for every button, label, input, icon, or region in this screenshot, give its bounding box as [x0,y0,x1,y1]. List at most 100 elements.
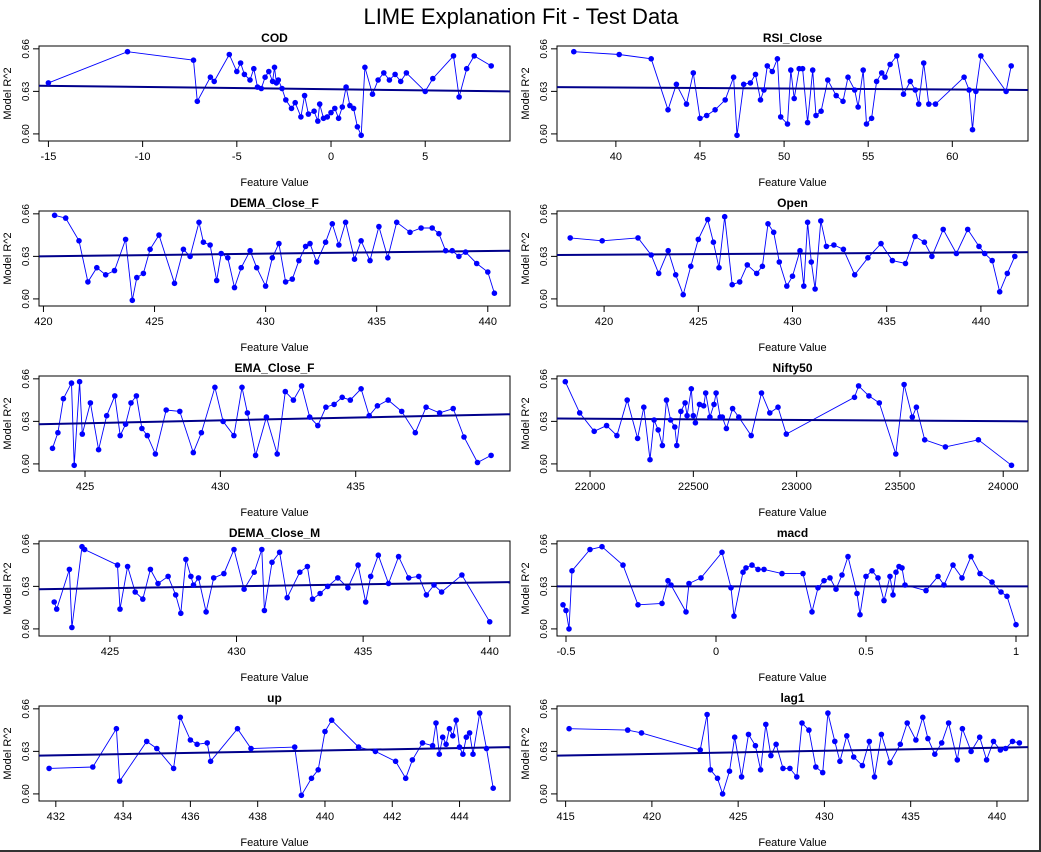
data-point [804,119,811,126]
data-point [339,394,346,401]
data-point [764,63,771,69]
data-point [765,221,771,227]
data-point [713,390,719,396]
data-point [351,256,358,263]
y-tick-label: 0.66 [539,534,550,554]
y-tick-label: 0.63 [21,246,32,266]
data-point [226,51,233,58]
data-point [258,85,265,92]
data-point [207,74,214,80]
data-point [599,543,605,550]
data-point [840,246,847,253]
y-tick-label: 0.60 [539,289,550,309]
data-point [156,232,162,238]
data-point [913,737,919,743]
x-tick-label: 430 [815,811,833,823]
panel-title: Nifty50 [772,361,812,375]
data-point [237,60,244,66]
x-tick-label: 50 [778,151,790,163]
panel-title: Open [777,196,808,210]
y-tick-label: 0.63 [21,741,32,761]
data-point [462,249,469,255]
data-point [386,77,393,83]
x-tick-label: 24000 [988,481,1019,493]
y-axis-label: Model R^2 [520,397,532,449]
data-point [234,68,240,75]
data-point [894,53,900,59]
data-point [698,575,704,581]
x-axis-label: Feature Value [240,342,308,354]
data-point [347,397,354,403]
data-point [124,48,131,55]
data-point [79,431,86,437]
panel-7: DEMA_Close_M 425 430 435 440 0.60 0.63 0.66 Feat… [2,526,511,684]
data-point [976,734,983,740]
fit-line [556,417,1029,423]
data-point [342,219,349,226]
data-point [683,609,689,615]
data-point [736,414,742,420]
data-point [307,240,313,247]
data-point [1008,462,1015,469]
data-point [124,563,131,570]
data-point [316,101,323,107]
data-point [776,259,783,265]
data-point [366,412,373,419]
data-point [234,725,241,732]
data-point [69,624,75,631]
data-point [893,451,899,457]
data-point [863,573,869,580]
data-point [977,570,983,577]
data-point [964,226,971,233]
data-point [736,279,743,285]
data-point [869,568,875,574]
data-point [744,262,751,268]
data-point [282,279,289,285]
data-point [247,77,253,83]
data-point [860,67,866,73]
data-point [483,745,490,752]
data-point [132,589,138,595]
data-point [111,267,118,274]
data-point [866,393,872,399]
data-point [218,250,224,257]
data-point [887,61,893,68]
x-tick-label: 442 [383,811,401,823]
data-point [959,725,966,732]
data-point [566,725,572,732]
data-point [635,602,641,608]
data-point [332,105,338,112]
data-point [204,740,210,746]
data-point [981,250,988,257]
data-point [279,85,285,92]
data-point [932,751,938,757]
data-point [855,104,861,110]
data-point [450,53,457,59]
data-point [932,101,939,107]
data-point [251,569,257,575]
data-point [355,562,361,568]
data-point [114,562,121,568]
data-point [276,240,282,247]
data-point [460,751,466,757]
data-point [308,775,315,782]
data-point [188,573,194,580]
data-point [1004,270,1011,277]
data-point [818,108,824,114]
data-point [429,742,436,749]
data-point [893,569,899,575]
data-point [747,80,754,86]
x-tick-label: 430 [227,646,245,658]
panel-title: macd [777,526,808,540]
data-point [328,109,334,116]
x-axis-label: Feature Value [758,672,826,684]
data-point [247,247,253,254]
x-tick-label: 435 [878,316,896,328]
data-point [953,250,960,257]
data-point [456,744,463,750]
data-point [1013,621,1019,628]
data-point [194,98,201,105]
data-point [881,597,887,604]
data-point [784,283,790,289]
data-point [721,213,728,220]
